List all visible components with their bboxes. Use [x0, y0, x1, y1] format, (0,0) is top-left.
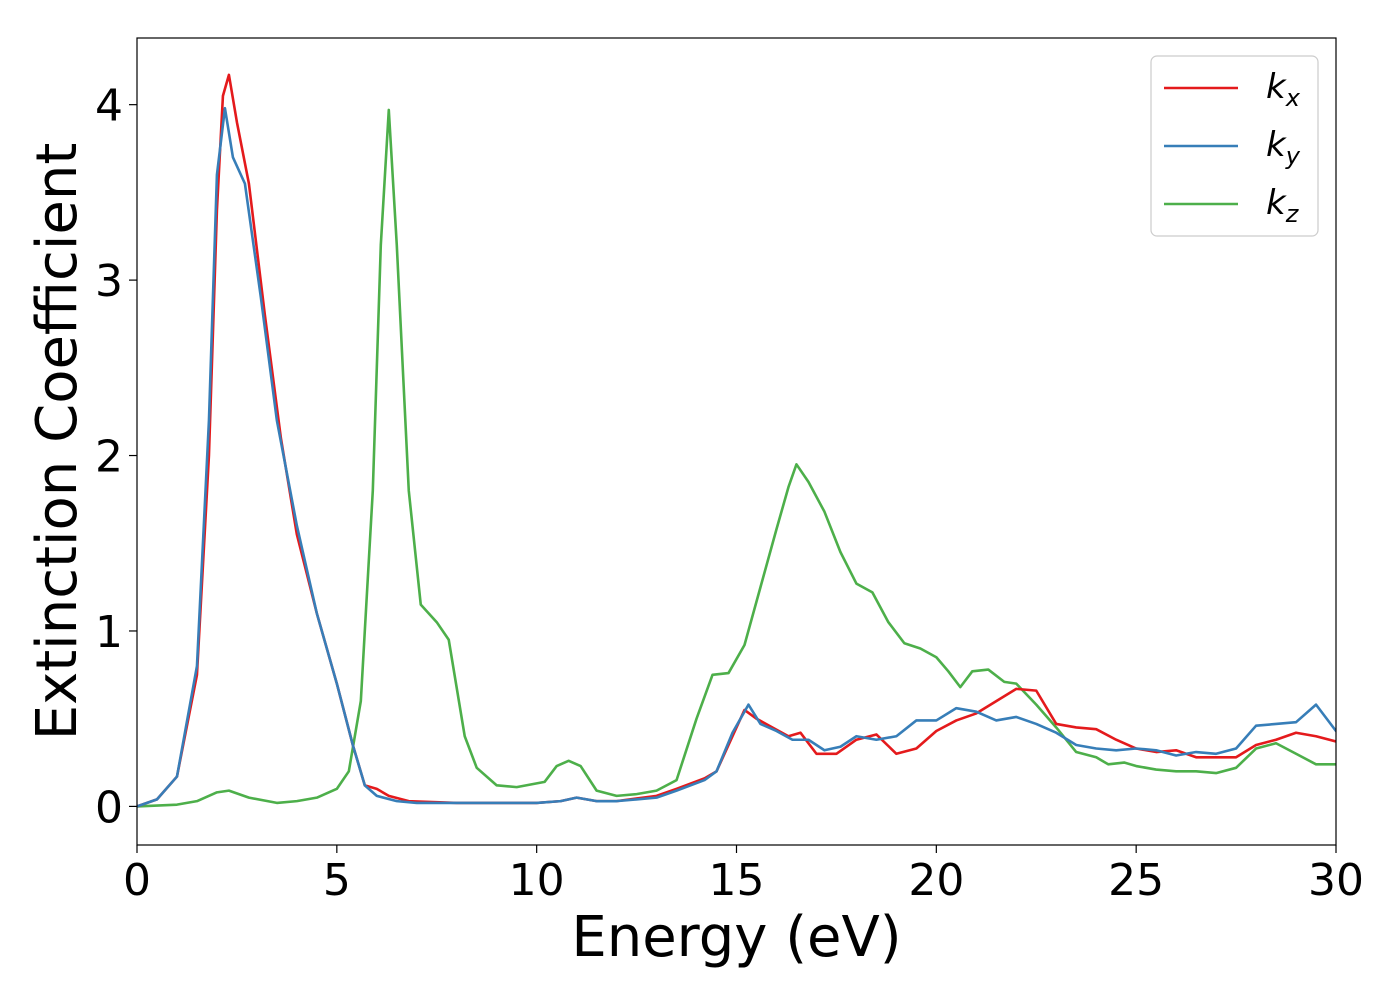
x-axis-title: Energy (eV) [571, 905, 901, 970]
x-tick-label: 15 [709, 855, 765, 906]
y-tick-label: 4 [95, 81, 123, 132]
y-tick-label: 2 [95, 432, 123, 483]
x-tick-label: 10 [509, 855, 565, 906]
y-tick-label: 3 [95, 256, 123, 307]
legend: kx ky kz [1150, 55, 1319, 237]
y-tick-label: 1 [95, 607, 123, 658]
x-tick-label: 30 [1308, 855, 1364, 906]
legend-label-ky: ky [1266, 125, 1301, 170]
axis-ticks: 0 5 10 15 20 25 30 0 1 2 3 4 [95, 81, 1364, 906]
x-tick-label: 0 [123, 855, 151, 906]
series-line-kz [137, 108, 1336, 808]
series-lines [137, 73, 1336, 808]
y-axis-title: Extinction Coefficient [25, 143, 90, 741]
legend-label-kz: kz [1266, 183, 1300, 228]
series-line-ky [137, 106, 1336, 808]
x-tick-label: 5 [323, 855, 351, 906]
x-tick-label: 25 [1108, 855, 1164, 906]
y-tick-label: 0 [95, 782, 123, 833]
x-tick-label: 20 [908, 855, 964, 906]
legend-label-kx: kx [1266, 67, 1301, 112]
